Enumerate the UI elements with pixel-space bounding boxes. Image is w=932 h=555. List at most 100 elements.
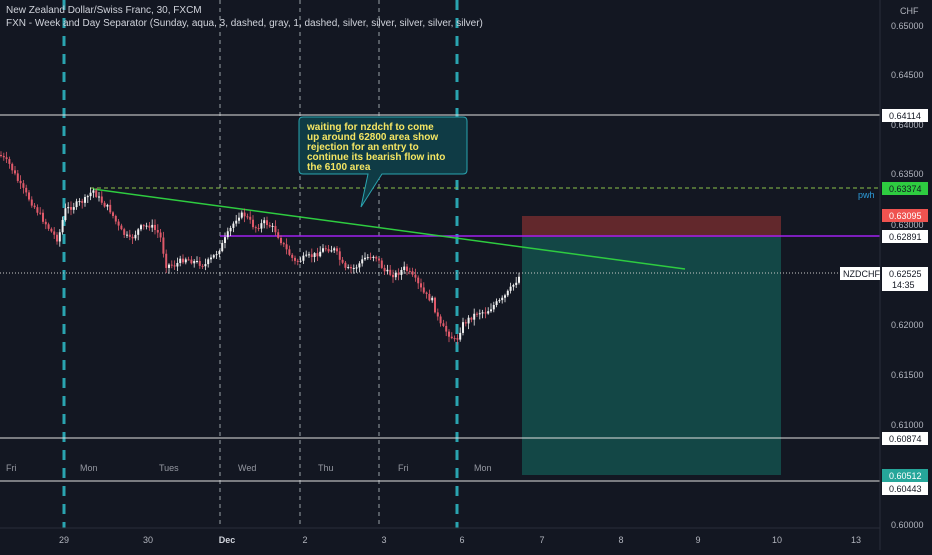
candle-body (19, 180, 22, 184)
candle-body (232, 223, 235, 228)
candle-body (30, 199, 33, 206)
candle-body (462, 322, 464, 333)
callout-text-line-2: up around 62800 area show (307, 132, 438, 143)
candle-body (95, 190, 98, 197)
candle-body (47, 224, 50, 229)
candle-body (72, 207, 75, 210)
candle-body (408, 270, 411, 272)
candle-body (274, 225, 277, 233)
take-profit-zone[interactable] (522, 237, 781, 475)
candle-body (364, 257, 366, 260)
price-tick: 0.65000 (891, 21, 924, 31)
candle-body (156, 229, 159, 233)
level-badge-text: 0.64114 (889, 111, 921, 121)
indicator-label[interactable]: FXN - Week and Day Separator (Sunday, aq… (6, 18, 483, 29)
candle-body (173, 265, 176, 267)
candle-body (397, 272, 400, 275)
candle-body (100, 196, 103, 203)
candle-body (350, 267, 352, 269)
stop-loss-zone[interactable] (522, 216, 781, 237)
candle-body (240, 212, 243, 218)
candle-body (84, 197, 86, 203)
candle-body (221, 242, 224, 252)
time-axis[interactable]: 29 30 Dec 2 3 6 7 8 9 10 13 (0, 527, 880, 545)
candle-body (338, 251, 341, 260)
candle-body (512, 284, 515, 287)
candle-body (324, 248, 327, 250)
candle-body (459, 332, 462, 340)
time-tick: Dec (219, 535, 236, 545)
candle-body (490, 309, 492, 312)
candle-body (434, 297, 436, 313)
target-badge-text: 0.60512 (889, 471, 922, 481)
candle-body (207, 259, 210, 265)
candle-body (383, 267, 386, 272)
time-tick: 3 (381, 535, 386, 545)
candle-body (193, 261, 196, 264)
candle-body (266, 220, 268, 226)
candle-body (224, 237, 226, 243)
candle-body (448, 331, 450, 337)
candle-body (327, 248, 330, 252)
candle-body (352, 268, 355, 270)
day-label: Fri (6, 463, 17, 473)
level-badge-0.60443 (882, 482, 928, 495)
purple-badge (882, 230, 928, 243)
candle-body (333, 248, 336, 251)
candle-body (313, 253, 316, 257)
candle-body (487, 311, 490, 314)
candle-body (92, 190, 95, 193)
candle-body (14, 170, 16, 174)
candle-body (61, 219, 64, 233)
price-tick: 0.61500 (891, 370, 924, 380)
candle-body (473, 313, 476, 320)
annotation-callout[interactable]: waiting for nzdchf to come up around 628… (298, 116, 468, 208)
day-label: Mon (80, 463, 98, 473)
candle-body (271, 225, 274, 227)
candle-body (215, 254, 218, 256)
candle-body (198, 260, 201, 266)
candle-body (22, 183, 25, 188)
candle-body (39, 212, 42, 214)
candle-body (366, 257, 369, 259)
candle-body (481, 312, 484, 314)
symbol-badge (840, 267, 880, 280)
candle-body (109, 204, 112, 213)
candle-body (235, 220, 238, 224)
candle-body (210, 257, 212, 260)
candle-body (8, 159, 11, 164)
candle-body (106, 204, 109, 207)
candle-body (280, 237, 282, 244)
time-tick: 2 (302, 535, 307, 545)
candle-body (114, 215, 117, 222)
day-label: Tues (159, 463, 179, 473)
candle-body (148, 225, 151, 228)
time-tick: 10 (772, 535, 782, 545)
candle-body (70, 207, 72, 210)
candle-body (277, 232, 280, 238)
candle-body (126, 234, 128, 236)
candle-body (145, 225, 148, 227)
candle-body (246, 216, 249, 218)
time-tick: 9 (695, 535, 700, 545)
current-price-text: 0.62525 (889, 269, 922, 279)
candle-body (392, 274, 394, 278)
candle-body (506, 290, 509, 296)
candle-body (254, 227, 257, 229)
time-tick: 29 (59, 535, 69, 545)
price-axis[interactable]: CHF 0.65000 0.64500 0.64000 0.63500 0.63… (840, 0, 928, 550)
candle-body (11, 163, 14, 171)
symbol-badge-text: NZDCHF (843, 269, 880, 279)
candle-body (431, 297, 434, 301)
candle-body (515, 282, 518, 285)
candle-body (89, 192, 92, 197)
price-tick: 0.64500 (891, 70, 924, 80)
candle-body (403, 266, 406, 271)
candle-body (347, 267, 350, 269)
trendline[interactable] (92, 188, 686, 270)
candle-body (439, 316, 442, 324)
time-tick: 6 (459, 535, 464, 545)
countdown-text: 14:35 (892, 280, 915, 290)
